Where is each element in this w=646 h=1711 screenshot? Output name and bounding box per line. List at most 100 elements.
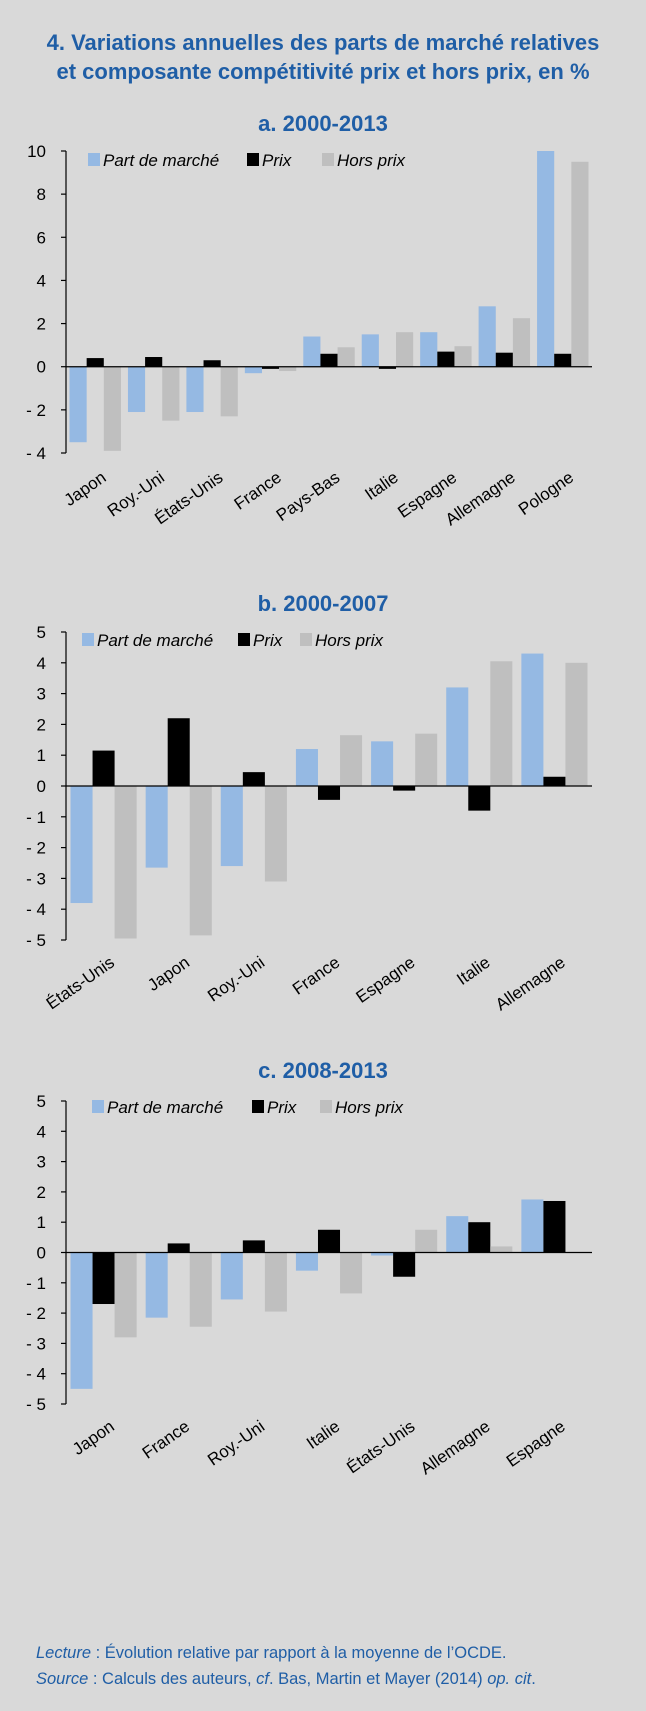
bar-part-de-marche [446, 1216, 469, 1253]
y-tick-label: 1 [37, 1213, 46, 1232]
bar-prix [261, 366, 280, 369]
bar-hors-prix [415, 1229, 438, 1253]
y-tick-label: - 4 [26, 1365, 46, 1384]
y-tick-label: 10 [27, 142, 46, 161]
y-tick-label: - 2 [26, 839, 46, 858]
bar-prix [167, 718, 190, 786]
lecture-text: : Évolution relative par rapport à la mo… [91, 1644, 507, 1662]
legend-swatch-hors-prix [322, 153, 334, 166]
x-tick-label: Allemagne [417, 1417, 494, 1479]
bar-hors-prix [340, 735, 363, 786]
x-tick-label: Japon [61, 468, 110, 510]
bar-part-de-marche [145, 786, 168, 868]
legend-label-part-de-marche: Part de marché [103, 151, 219, 170]
y-tick-label: 6 [37, 228, 46, 247]
x-tick-label: France [289, 953, 343, 999]
bar-prix [86, 358, 104, 367]
y-tick-label: - 2 [26, 1304, 46, 1323]
y-tick-label: - 2 [26, 401, 46, 420]
y-tick-label: 2 [37, 315, 46, 334]
legend-swatch-part-de-marche [92, 1100, 104, 1113]
lecture-label: Lecture [36, 1644, 92, 1662]
x-tick-label: Japon [69, 1417, 118, 1459]
bar-hors-prix [337, 347, 355, 367]
x-tick-label: États-Unis [343, 1417, 418, 1478]
panel-c-title: c. 2008-2013 [258, 1058, 388, 1083]
source-label: Source [36, 1670, 89, 1688]
y-tick-label: 8 [37, 185, 46, 204]
x-tick-label: France [139, 1417, 193, 1463]
bar-part-de-marche [69, 366, 87, 443]
y-tick-label: - 4 [26, 900, 46, 919]
x-tick-label: États-Unis [43, 953, 118, 1014]
chart-title-line1: 4. Variations annuelles des parts de mar… [46, 30, 600, 55]
bar-part-de-marche [478, 306, 496, 367]
panel-b-title: b. 2000-2007 [257, 591, 389, 616]
bar-part-de-marche [70, 1252, 93, 1389]
bar-part-de-marche [303, 336, 321, 367]
bar-hors-prix [162, 366, 180, 421]
y-tick-label: 5 [37, 1092, 46, 1111]
bar-prix [468, 1222, 491, 1253]
bar-part-de-marche [537, 151, 555, 367]
bar-hors-prix [189, 786, 212, 936]
bar-part-de-marche [371, 1252, 394, 1256]
bar-part-de-marche [371, 741, 394, 786]
y-tick-label: - 3 [26, 1334, 46, 1353]
legend-swatch-prix [247, 153, 259, 166]
footnote: Lecture : Évolution relative par rapport… [36, 1640, 536, 1692]
y-tick-label: 2 [37, 1183, 46, 1202]
bar-prix [317, 786, 341, 800]
x-tick-label: Roy.-Uni [204, 953, 268, 1006]
bar-prix [167, 1243, 190, 1253]
source-opcit: op. cit [487, 1670, 532, 1688]
legend-swatch-hors-prix [320, 1100, 332, 1113]
y-tick-label: 5 [37, 623, 46, 642]
bar-hors-prix [220, 366, 238, 417]
bar-prix [378, 366, 397, 369]
source-end: . [531, 1670, 536, 1688]
legend-swatch-part-de-marche [88, 153, 100, 166]
legend-swatch-part-de-marche [82, 633, 94, 646]
footnote-lecture: Lecture : Évolution relative par rapport… [36, 1640, 536, 1666]
bar-prix [92, 1252, 115, 1305]
bar-hors-prix [340, 1252, 363, 1294]
bar-part-de-marche [295, 1252, 318, 1271]
bar-part-de-marche [145, 1252, 168, 1318]
legend-label-prix: Prix [262, 151, 292, 170]
y-tick-label: 0 [37, 1244, 46, 1263]
legend-label-hors-prix: Hors prix [337, 151, 406, 170]
panel-b-chart: 5 4 3 2 1 0 - 1 - 2 - 3 - 4 - 5 États-Unis Japon Roy.… [26, 623, 592, 1014]
bar-prix [543, 776, 566, 786]
bar-prix [393, 786, 416, 791]
bar-part-de-marche [244, 366, 262, 374]
x-tick-label: Espagne [503, 1417, 569, 1471]
legend-swatch-hors-prix [300, 633, 312, 646]
bar-hors-prix [264, 1252, 287, 1312]
bar-hors-prix [396, 332, 414, 367]
source-cf: cf [256, 1670, 269, 1688]
x-tick-label: Pays-Bas [273, 468, 343, 525]
bar-hors-prix [490, 1246, 513, 1253]
chart-title: 4. Variations annuelles des parts de mar… [0, 28, 646, 86]
bar-hors-prix [512, 318, 531, 367]
bar-prix [468, 786, 491, 811]
y-tick-label: 4 [37, 654, 46, 673]
bar-part-de-marche [220, 786, 243, 867]
bar-hors-prix [490, 661, 513, 786]
bar-hors-prix [189, 1252, 212, 1327]
bar-prix [495, 352, 513, 367]
bar-part-de-marche [186, 366, 204, 413]
x-tick-label: Japon [144, 953, 193, 995]
legend-label-hors-prix: Hors prix [315, 631, 384, 650]
bar-hors-prix [454, 346, 472, 367]
bar-part-de-marche [446, 687, 469, 786]
bar-hors-prix [565, 662, 588, 786]
source-text-1: : Calculs des auteurs, [88, 1670, 257, 1688]
panel-c-chart: 5 4 3 2 1 0 - 1 - 2 - 3 - 4 - 5 Japon France Roy.-Uni… [26, 1092, 592, 1479]
y-tick-label: - 5 [26, 931, 46, 950]
legend-label-hors-prix: Hors prix [335, 1098, 404, 1117]
y-tick-label: 3 [37, 685, 46, 704]
y-tick-label: - 1 [26, 1274, 46, 1293]
chart-title-line2: et composante compétitivité prix et hors… [56, 59, 590, 84]
